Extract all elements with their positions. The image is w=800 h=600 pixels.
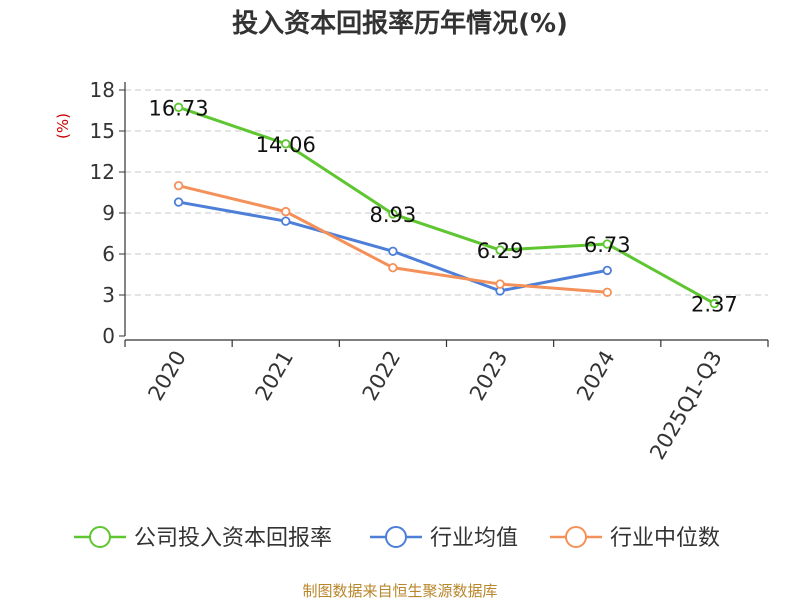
legend-swatch-marker (89, 526, 111, 548)
legend-label: 公司投入资本回报率 (134, 526, 332, 551)
y-tick-label: 15 (90, 119, 115, 143)
x-tick-label: 2024 (572, 347, 620, 405)
axes (124, 82, 769, 347)
data-point[interactable] (173, 197, 184, 207)
data-point[interactable] (602, 265, 612, 276)
x-tick-label: 2025Q1-Q3 (645, 347, 727, 464)
series-line (178, 105, 716, 305)
x-tick-label: 2022 (358, 347, 406, 405)
data-point[interactable] (173, 102, 184, 113)
data-point[interactable] (281, 139, 291, 149)
data-point[interactable] (388, 209, 398, 219)
data-point[interactable] (495, 279, 505, 289)
data-point[interactable] (388, 262, 398, 273)
data-label: 6.73 (584, 233, 631, 257)
x-tick-label: 2021 (251, 347, 299, 405)
series-0: 16.73 14.06 8.93 6.29 6.73 2.37 (149, 96, 738, 316)
data-label: 8.93 (370, 203, 417, 227)
data-label: 16.73 (149, 96, 209, 120)
data-point[interactable] (495, 245, 505, 255)
x-tick-labels: 2020 2021 2022 2023 2024 2025Q1-Q3 (143, 347, 726, 464)
y-tick-label: 0 (102, 324, 115, 348)
data-point[interactable] (281, 206, 291, 217)
series-group: 16.73 14.06 8.93 6.29 6.73 2.37 (149, 96, 738, 316)
source-note: 制图数据来自恒生聚源数据库 (302, 582, 497, 600)
y-tick-label: 6 (102, 242, 115, 266)
legend-swatch-marker (385, 526, 407, 548)
y-tick-label: 9 (102, 201, 115, 225)
data-label: 2.37 (691, 293, 738, 317)
legend-swatch-marker (565, 526, 587, 548)
y-tick-label: 18 (90, 78, 115, 102)
y-tick-label: 12 (90, 160, 115, 184)
data-point[interactable] (602, 287, 612, 297)
data-point[interactable] (709, 298, 720, 309)
y-axis-label: (%) (54, 113, 72, 139)
series-line (178, 184, 608, 294)
y-tick-label: 3 (102, 283, 115, 307)
y-tick-labels: 0 3 6 9 12 15 18 (90, 78, 115, 348)
data-label: 14.06 (256, 133, 316, 157)
data-point[interactable] (281, 216, 291, 226)
legend[interactable]: 公司投入资本回报率 行业均值 行业中位数 (74, 526, 720, 551)
legend-label: 行业中位数 (610, 526, 720, 551)
legend-label: 行业均值 (430, 526, 518, 551)
legend-item-0[interactable]: 公司投入资本回报率 (74, 526, 332, 551)
chart-title: 投入资本回报率历年情况(%) (232, 8, 568, 39)
data-point[interactable] (388, 246, 398, 256)
legend-item-2[interactable]: 行业中位数 (550, 526, 720, 551)
x-tick-label: 2020 (143, 347, 191, 405)
legend-item-1[interactable]: 行业均值 (370, 526, 518, 551)
data-point[interactable] (173, 180, 184, 191)
series-1 (173, 197, 612, 296)
series-2 (173, 180, 612, 297)
data-point[interactable] (602, 239, 612, 249)
data-label: 6.29 (477, 239, 524, 263)
x-tick-label: 2023 (465, 347, 513, 405)
grid-lines (119, 89, 768, 337)
